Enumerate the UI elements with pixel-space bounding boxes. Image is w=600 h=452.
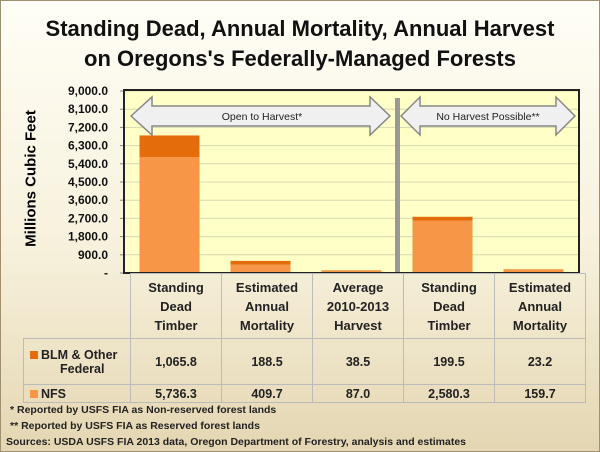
y-tick-label: 900.0 (78, 248, 108, 262)
y-tick-label: 5,400.0 (68, 157, 108, 171)
table-cell: 199.5 (403, 338, 495, 385)
table-cell: 188.5 (221, 338, 313, 385)
bar-nfs (230, 264, 291, 273)
table-row-nfs: NFS 5,736.3 409.7 87.0 2,580.3 159.7 (23, 384, 586, 403)
footnote-sources: Sources: USDA USFS FIA 2013 data, Oregon… (6, 436, 466, 448)
bar-blm (230, 260, 291, 265)
category-label: Average 2010-2013 Harvest (312, 273, 404, 339)
title-line-1: Standing Dead, Annual Mortality, Annual … (45, 16, 555, 41)
data-table: Standing Dead Timber Estimated Annual Mortali… (23, 273, 586, 403)
y-tick-label: 7,200.0 (68, 120, 108, 134)
y-tick-label: 3,600.0 (68, 193, 108, 207)
table-cell: 409.7 (221, 384, 313, 403)
table-row-blm: BLM & Other Federal 1,065.8 188.5 38.5 199.5 2… (23, 338, 586, 385)
table-cell: 38.5 (312, 338, 404, 385)
annotation-no-harvest: No Harvest Possible** (436, 111, 539, 123)
table-cell: 23.2 (494, 338, 586, 385)
footnote-2: ** Reported by USFS FIA as Reserved fore… (10, 420, 260, 432)
double-arrow-open (129, 95, 392, 137)
category-label: Estimated Annual Mortality (221, 273, 313, 339)
category-label: Standing Dead Timber (130, 273, 222, 339)
bar-blm (412, 216, 473, 221)
title-line-2: on Oregons's Federally-Managed Forests (84, 46, 516, 71)
y-tick-label: 8,100.0 (68, 102, 108, 116)
table-cell: 5,736.3 (130, 384, 222, 403)
bar-nfs (139, 156, 200, 273)
chart-title: Standing Dead, Annual Mortality, Annual … (0, 14, 600, 74)
table-cell: 159.7 (494, 384, 586, 403)
divider-bar (395, 98, 400, 273)
bar-blm (321, 270, 382, 272)
footnote-1: * Reported by USFS FIA as Non-reserved f… (10, 404, 277, 416)
y-tick-label: 6,300.0 (68, 139, 108, 153)
table-cell: 2,580.3 (403, 384, 495, 403)
y-tick-label: 9,000.0 (68, 84, 108, 98)
bar-blm (139, 135, 200, 157)
annotation-open: Open to Harvest* (222, 111, 303, 123)
y-tick-label: 1,800.0 (68, 230, 108, 244)
bar-nfs (412, 220, 473, 273)
legend-blm: BLM & Other Federal (23, 338, 131, 385)
table-cell: 87.0 (312, 384, 404, 403)
y-tick-label: - (104, 266, 108, 280)
y-tick-label: 4,500.0 (68, 175, 108, 189)
y-tick-label: 2,700.0 (68, 211, 108, 225)
category-label: Estimated Annual Mortality (494, 273, 586, 339)
legend-swatch-nfs (30, 389, 38, 398)
table-header-row: Standing Dead Timber Estimated Annual Mortali… (24, 273, 586, 339)
legend-nfs: NFS (23, 384, 131, 403)
category-label: Standing Dead Timber (403, 273, 495, 339)
double-arrow-no-harvest (399, 95, 577, 137)
bar-nfs (503, 269, 564, 273)
legend-swatch-blm (30, 350, 38, 359)
table-cell: 1,065.8 (130, 338, 222, 385)
